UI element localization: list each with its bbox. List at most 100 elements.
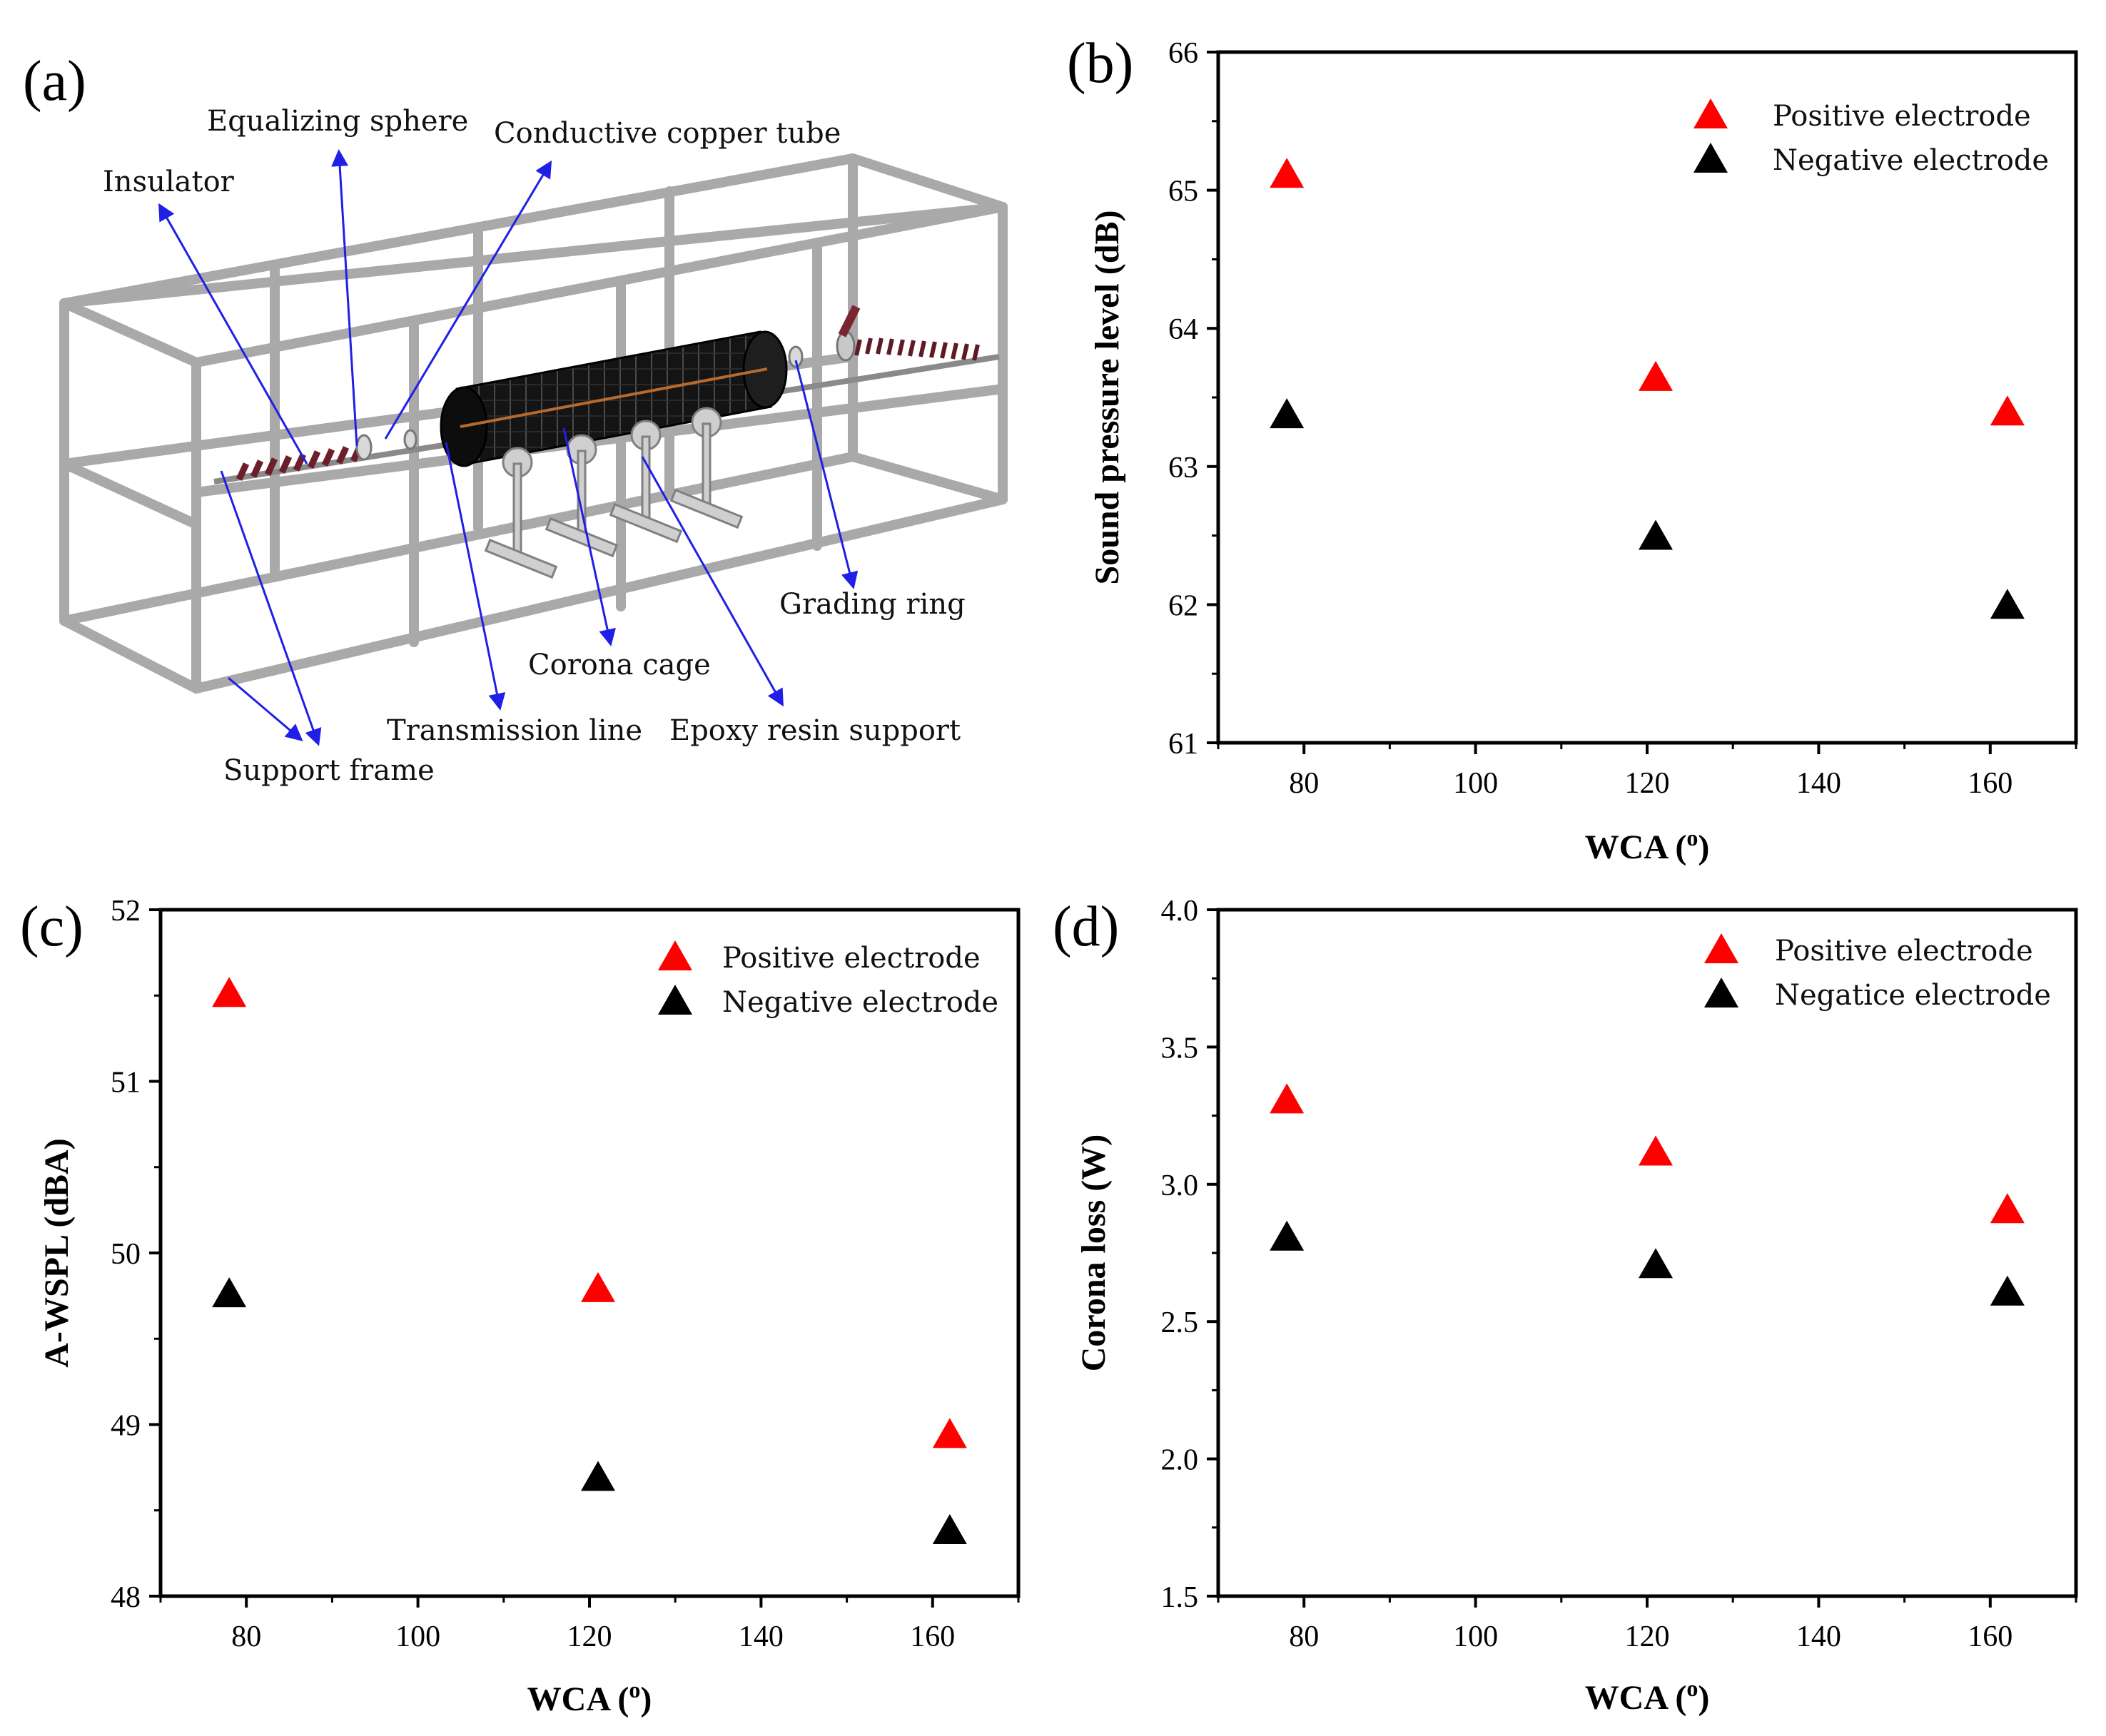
chart-d-y-ticks <box>1207 908 1218 1598</box>
data-point-negative <box>1639 1248 1674 1279</box>
label-epoxy-resin-support: Epoxy resin support <box>669 714 961 747</box>
chart-c-ytick-label: 52 <box>111 895 141 928</box>
chart-c-marks <box>212 977 967 1545</box>
chart-d-ytick-label: 3.0 <box>1161 1169 1199 1202</box>
equalizing-sphere-shape <box>355 434 373 461</box>
chart-c-xtick-label: 140 <box>739 1620 784 1653</box>
chart-d-x-axis-title: WCA (o) <box>1585 1675 1710 1717</box>
right-insulator <box>854 337 980 361</box>
chart-b-ytick-label: 65 <box>1168 176 1198 208</box>
chart-b-xtick-label: 100 <box>1453 767 1498 800</box>
chart-c-y-axis-title: A-WSPL (dBA) <box>38 1138 76 1367</box>
chart-d-xtick-label: 100 <box>1453 1620 1498 1653</box>
chart-d-legend-positive: Positive electrode <box>1775 935 2033 968</box>
label-conductive-copper-tube: Conductive copper tube <box>494 117 841 150</box>
chart-b-legend: Positive electrode Negative electrode <box>1694 98 2049 177</box>
data-point-negative <box>1990 1275 2025 1306</box>
chart-b-x-ticks <box>1217 743 2077 754</box>
data-point-positive <box>1270 1083 1305 1114</box>
data-point-positive <box>1639 1135 1674 1166</box>
panel-a-letter: (a) <box>23 50 86 113</box>
label-corona-cage: Corona cage <box>528 649 711 681</box>
chart-c-xtick-label: 160 <box>910 1620 955 1653</box>
chart-d-legend-negative: Negatice electrode <box>1775 979 2051 1012</box>
support-frame-drawing <box>59 153 1008 694</box>
epoxy-supports-drawing <box>484 407 744 579</box>
chart-b-legend-negative: Negative electrode <box>1773 144 2049 177</box>
data-point-positive <box>1990 1193 2025 1224</box>
chart-d-ytick-label: 3.5 <box>1161 1032 1199 1065</box>
chart-b-x-axis-title: WCA (o) <box>1585 825 1710 866</box>
chart-b-y-ticks <box>1207 51 1218 744</box>
data-point-positive <box>932 1418 967 1448</box>
chart-c-ytick-label: 51 <box>111 1067 141 1100</box>
chart-d-plot-frame <box>1216 908 2078 1598</box>
chart-b-plot-frame <box>1216 50 2078 745</box>
chart-c-x-ticks <box>159 1596 1020 1608</box>
data-point-negative <box>1990 589 2025 619</box>
chart-d-xtick-label: 160 <box>1968 1620 2013 1653</box>
transmission-line-drawing <box>213 305 1000 579</box>
chart-b-legend-marker-negative <box>1694 143 1728 173</box>
chart-d-x-ticks <box>1217 1596 2077 1608</box>
chart-d-xtick-label: 140 <box>1796 1620 1841 1653</box>
chart-c-ytick-label: 49 <box>111 1410 141 1443</box>
chart-d-legend-marker-positive <box>1704 933 1738 963</box>
chart-c-ytick-label: 48 <box>111 1581 141 1614</box>
chart-b-xtick-label: 160 <box>1968 767 2013 800</box>
left-insulator <box>236 444 364 481</box>
data-point-negative <box>1270 398 1305 429</box>
chart-d-xtick-label: 80 <box>1289 1620 1319 1653</box>
label-transmission-line: Transmission line <box>387 714 642 747</box>
data-point-positive <box>1270 158 1305 188</box>
chart-d-y-axis-title: Corona loss (W) <box>1075 1135 1113 1371</box>
chart-c-xtick-label: 100 <box>395 1620 440 1653</box>
data-point-positive <box>581 1271 616 1302</box>
chart-b-ytick-label: 63 <box>1168 452 1198 484</box>
chart-c-letter: (c) <box>20 895 83 958</box>
chart-b-ytick-label: 64 <box>1168 313 1198 346</box>
chart-b-letter: (b) <box>1067 32 1133 95</box>
chart-b-ytick-label: 66 <box>1168 37 1198 70</box>
data-point-negative <box>1270 1220 1305 1251</box>
chart-b-legend-marker-positive <box>1694 98 1728 128</box>
chart-b-xtick-label: 120 <box>1625 767 1670 800</box>
label-insulator: Insulator <box>103 166 235 198</box>
chart-c-x-axis-title: WCA (o) <box>527 1677 652 1718</box>
chart-c-legend-negative: Negative electrode <box>722 986 998 1019</box>
chart-c-xtick-label: 80 <box>231 1620 261 1653</box>
panel-a: (a) <box>23 50 1008 787</box>
chart-d: (d) 1.5 2.0 2.5 3.0 3.5 4.0 80 100 120 1… <box>1053 895 2078 1717</box>
chart-d-xtick-label: 120 <box>1625 1620 1670 1653</box>
chart-c-legend: Positive electrode Negative electrode <box>658 940 998 1019</box>
chart-c-y-ticks <box>149 908 161 1598</box>
chart-c-xtick-label: 120 <box>567 1620 612 1653</box>
chart-d-ytick-label: 1.5 <box>1161 1581 1199 1614</box>
data-point-negative <box>212 1277 247 1308</box>
chart-d-legend-marker-negative <box>1704 978 1738 1007</box>
label-grading-ring: Grading ring <box>779 588 966 621</box>
data-point-positive <box>1990 395 2025 426</box>
chart-d-marks <box>1270 1083 2025 1306</box>
callout-arrows <box>158 149 859 746</box>
chart-d-ytick-label: 2.0 <box>1161 1444 1199 1477</box>
data-point-negative <box>1639 519 1674 550</box>
chart-d-ytick-label: 4.0 <box>1161 895 1199 928</box>
chart-c-legend-positive: Positive electrode <box>722 942 981 975</box>
chart-b-xtick-label: 80 <box>1289 767 1319 800</box>
chart-b: (b) 61 62 63 64 65 66 80 100 120 140 160… <box>1067 32 2078 866</box>
chart-b-ytick-label: 62 <box>1168 589 1198 622</box>
chart-d-letter: (d) <box>1053 895 1119 958</box>
data-point-positive <box>212 977 247 1007</box>
chart-c-legend-marker-positive <box>658 940 692 970</box>
chart-b-marks <box>1270 158 2025 619</box>
label-support-frame: Support frame <box>223 754 435 787</box>
chart-d-ytick-label: 2.5 <box>1161 1306 1199 1339</box>
chart-d-legend: Positive electrode Negatice electrode <box>1704 933 2051 1012</box>
data-point-negative <box>581 1461 616 1491</box>
chart-c-legend-marker-negative <box>658 985 692 1015</box>
chart-c: (c) 48 49 50 51 52 80 100 120 140 160 WC… <box>20 895 1021 1718</box>
chart-b-legend-positive: Positive electrode <box>1773 100 2031 133</box>
corona-cage-drawing <box>440 330 788 467</box>
chart-b-y-axis-title: Sound pressure level (dB) <box>1088 210 1126 585</box>
